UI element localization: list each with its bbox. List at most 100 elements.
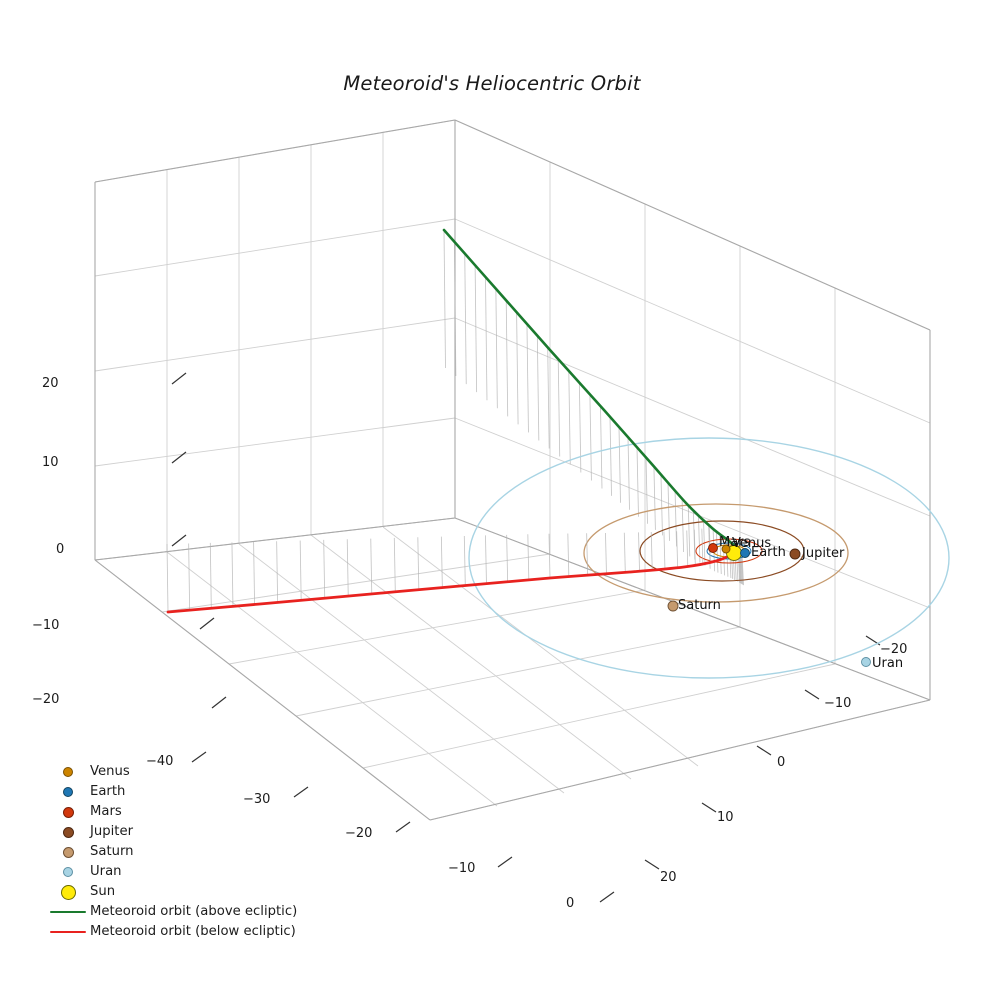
legend-item[interactable]: Saturn (46, 842, 336, 862)
stem-line (667, 482, 670, 541)
body-marker-mars (708, 543, 718, 553)
y-axis-tick-label: 10 (717, 810, 734, 825)
legend: Venus Earth Mars Jupiter Saturn Uran Sun Meteor… (46, 762, 336, 942)
body-label-uran: Uran (872, 656, 904, 671)
stem-line (605, 532, 607, 574)
legend-circle-marker-icon (62, 846, 74, 858)
stem-line (653, 466, 656, 530)
legend-line-marker-icon (46, 930, 90, 934)
meteoroid-orbit-above-ecliptic (442, 228, 744, 555)
legend-circle-marker-icon (63, 767, 73, 777)
stem-line (548, 533, 551, 579)
stem-line (578, 382, 582, 473)
body-marker-jupiter (789, 548, 801, 560)
legend-marker-key (46, 884, 90, 900)
legend-item[interactable]: Sun (46, 882, 336, 902)
stem-line (676, 531, 679, 568)
z-axis-tick-label: 20 (42, 376, 59, 391)
stem-line (474, 265, 478, 393)
legend-item-label: Meteoroid orbit (below ecliptic) (90, 924, 296, 939)
legend-item[interactable]: Mars (46, 802, 336, 822)
x-axis-tick-label: −40 (146, 754, 174, 769)
stem-line (609, 416, 612, 496)
stem-line (231, 542, 234, 607)
legend-item[interactable]: Venus (46, 762, 336, 782)
page-title: Meteoroid's Heliocentric Orbit (343, 72, 641, 95)
stem-line (660, 474, 663, 536)
legend-marker-key (46, 826, 90, 838)
legend-circle-marker-icon (60, 884, 76, 900)
axes-spines (94, 119, 931, 821)
orbit-ring-saturn (583, 503, 849, 603)
celestial-bodies (667, 543, 871, 667)
z-axis-tick-label: −10 (32, 618, 60, 633)
legend-marker-key (46, 846, 90, 858)
stem-line (495, 288, 498, 409)
meteoroid-orbit-below-ecliptic (166, 552, 735, 614)
stem-line (636, 447, 639, 517)
stem-line (623, 532, 626, 573)
legend-item[interactable]: Uran (46, 862, 336, 882)
stem-line (568, 370, 571, 465)
x-axis-tick-label: −10 (448, 861, 476, 876)
body-marker-earth (740, 548, 750, 558)
legend-item-label: Jupiter (90, 824, 133, 839)
body-marker-venus (721, 544, 731, 554)
legend-item[interactable]: Earth (46, 782, 336, 802)
legend-line-marker-icon (46, 910, 90, 914)
orbit-ring-jupiter (639, 520, 805, 582)
stem-line (527, 534, 530, 580)
stem-line (453, 241, 457, 377)
x-axis-tick-label: −30 (243, 792, 271, 807)
stem-line (618, 426, 621, 503)
stem-line (505, 300, 509, 417)
orbit-ring-uran (468, 437, 950, 679)
stem-line (701, 528, 704, 564)
axis-ticks (171, 372, 881, 903)
stem-line (393, 537, 396, 592)
z-axis-tick-label: 10 (42, 455, 59, 470)
legend-item-label: Meteoroid orbit (above ecliptic) (90, 904, 298, 919)
stem-line (166, 543, 169, 613)
z-axis-tick-label: −20 (32, 692, 60, 707)
body-label-saturn: Saturn (678, 598, 721, 613)
stem-lines-below-ecliptic (166, 527, 711, 613)
stem-line (681, 498, 685, 552)
stem-line (323, 539, 326, 599)
stem-line (188, 543, 191, 611)
stem-line (567, 533, 570, 577)
stem-line (638, 532, 640, 572)
legend-marker-key (46, 867, 90, 877)
stem-line (687, 505, 691, 557)
stem-line (209, 542, 212, 609)
stem-line (485, 276, 488, 401)
stem-line (485, 535, 487, 584)
legend-circle-marker-icon (63, 787, 73, 797)
legend-marker-key (46, 767, 90, 777)
stem-line (663, 531, 666, 569)
stem-line (299, 540, 302, 601)
stem-line (253, 541, 256, 605)
legend-item-label: Earth (90, 784, 126, 799)
stem-line (370, 538, 373, 594)
y-axis-tick-label: 0 (777, 755, 786, 770)
body-marker-saturn (667, 600, 679, 612)
body-label-jupiter: Jupiter (802, 546, 845, 561)
z-axis-tick-label: 0 (56, 542, 65, 557)
stem-line (526, 323, 529, 433)
y-axis-tick-label: −20 (880, 642, 908, 657)
legend-line-swatch (50, 930, 86, 934)
legend-item-label: Mars (90, 804, 122, 819)
stem-line (650, 531, 653, 570)
legend-item-label: Uran (90, 864, 122, 879)
stem-line (557, 359, 561, 457)
legend-item[interactable]: Jupiter (46, 822, 336, 842)
legend-item[interactable]: Meteoroid orbit (below ecliptic) (46, 922, 336, 942)
legend-item[interactable]: Meteoroid orbit (above ecliptic) (46, 902, 336, 922)
y-axis-tick-label: −10 (824, 696, 852, 711)
body-label-mars: Mars (719, 535, 751, 550)
legend-item-label: Saturn (90, 844, 134, 859)
body-label-venus: Venus (732, 536, 772, 551)
